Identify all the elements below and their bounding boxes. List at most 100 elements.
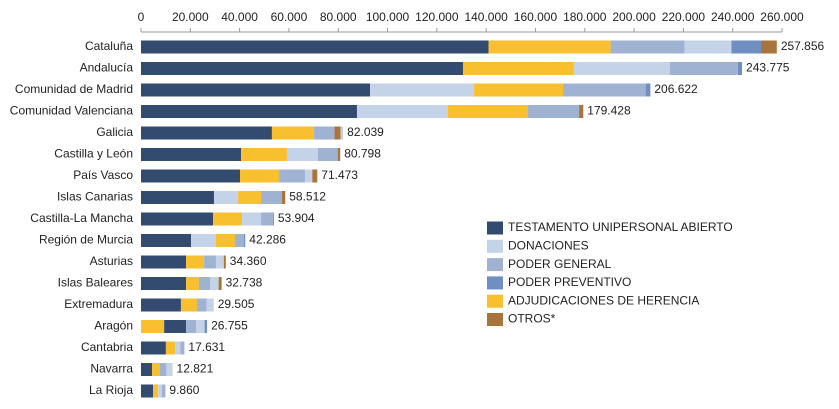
bar-segment [152,363,160,376]
bar-segment [141,320,165,333]
y-tick-label: Castilla-La Mancha [30,211,133,225]
bar-segment [272,212,274,226]
bar-segment [212,212,243,226]
bar-segment [261,191,283,204]
total-label: 42.286 [249,233,286,247]
bar-segment [737,62,743,75]
x-tick-label: 0 [138,10,145,24]
x-tick-label: 140.000 [464,10,508,24]
bar-segment [180,298,197,312]
legend-label: PODER PREVENTIVO [508,275,631,289]
bar-segment [242,212,262,226]
bar-segment [610,40,685,54]
bar-segment [141,384,154,398]
x-tick-label: 240.000 [711,10,755,24]
total-label: 243.775 [746,61,790,75]
bar-segment [166,363,173,376]
total-label: 257.856 [781,39,825,53]
x-tick-label: 160.000 [514,10,558,24]
bar-segment [312,169,318,183]
legend-swatch [487,294,503,308]
bar-segment [761,40,777,54]
x-tick-label: 100.000 [366,10,410,24]
bar-segment [528,105,580,118]
bar-segment [158,384,162,398]
bar-segment [204,255,216,269]
bar-segment [573,62,671,75]
legend-label: PODER GENERAL [508,257,612,271]
bar-segment [240,169,280,183]
total-label: 12.821 [177,362,214,376]
bar-segment [218,277,222,290]
bar-segment [684,40,732,54]
bar-segment [165,341,176,355]
total-label: 17.631 [188,340,225,354]
bar-segment [206,298,214,312]
y-tick-label: Castilla y León [54,147,133,161]
bar-segment [141,105,357,118]
bar-segment [186,277,199,290]
bar-segment [186,320,196,333]
legend-swatch [487,258,503,272]
bar-segment [141,234,192,247]
y-tick-label: Región de Murcia [39,233,133,247]
bar-segment [153,384,159,398]
bar-segment [579,105,584,118]
bar-segment [670,62,738,75]
bar-segment [271,126,315,140]
bar-segment [141,255,187,269]
total-label: 29.505 [218,297,255,311]
bar-segment [198,277,211,290]
bar-segment [191,234,216,247]
bar-segment [488,40,611,54]
y-tick-label: Cataluña [85,39,133,53]
y-tick-label: Aragón [94,319,133,333]
total-label: 82.039 [347,125,384,139]
bar-segment [223,255,226,269]
legend-label: TESTAMENTO UNIPERSONAL ABIERTO [508,220,733,234]
total-label: 71.473 [321,168,358,182]
bar-segment [141,191,214,204]
bar-segment [141,169,241,183]
bar-segment [244,234,246,247]
y-tick-label: Comunidad Valenciana [10,104,134,118]
bar-segment [318,148,338,161]
bar-segment [141,83,371,97]
bar-segment [195,320,205,333]
legend-label: OTROS* [508,312,556,326]
x-tick-label: 260.000 [760,10,804,24]
total-label: 34.360 [230,254,267,268]
bar-segment [447,105,529,118]
y-tick-label: Comunidad de Madrid [15,82,133,96]
bar-segment [731,40,762,54]
bar-segment [462,62,574,75]
total-label: 58.512 [289,190,326,204]
bar-segment [241,148,287,161]
x-tick-label: 60.000 [271,10,308,24]
legend-swatch [487,239,503,253]
y-tick-label: Galicia [96,125,133,139]
total-label: 32.738 [226,276,263,290]
bar-segment [304,169,313,183]
y-tick-label: Asturias [90,254,133,268]
bar-segment [141,277,187,290]
total-label: 80.798 [344,147,381,161]
total-label: 9.860 [169,383,199,397]
y-tick-label: Andalucía [80,61,134,75]
bar-segment [204,320,208,333]
bar-segment [141,363,153,376]
y-tick-label: Islas Canarias [57,190,133,204]
bar-segment [213,191,239,204]
bar-segment [196,298,207,312]
bar-segment [356,105,448,118]
legend-label: DONACIONES [508,238,589,252]
bar-segment [141,341,166,355]
x-tick-label: 220.000 [662,10,706,24]
bar-segment [141,40,489,54]
bar-segment [215,234,235,247]
x-tick-label: 20.000 [172,10,209,24]
bar-segment [563,83,646,97]
y-tick-label: Extremadura [64,297,133,311]
total-label: 179.428 [587,104,631,118]
